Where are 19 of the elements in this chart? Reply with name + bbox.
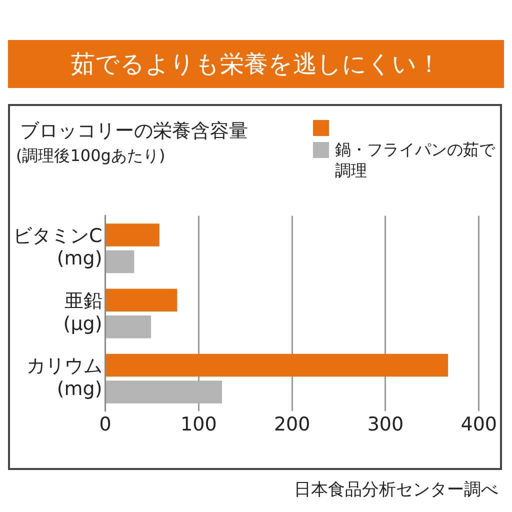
bar xyxy=(106,250,134,274)
bar xyxy=(106,354,448,377)
text: (調理後100gあたり) xyxy=(16,146,166,167)
x-tick-label: 0 xyxy=(99,414,112,436)
bar xyxy=(106,288,178,312)
y-tick-label: 亜鉛 (μg) xyxy=(63,290,102,335)
chart-subtitle: ブロッコリーの栄養含容量 xyxy=(20,119,248,144)
x-tick-label: 200 xyxy=(274,414,310,436)
x-tick-label: 400 xyxy=(460,414,497,436)
text: 日本食品分析センター調べ xyxy=(294,479,498,501)
bar xyxy=(106,316,152,338)
y-tick-label: ビタミンC (mg) xyxy=(12,224,102,270)
legend-label: 鍋・フライパンの茹で調理 xyxy=(335,140,496,182)
x-tick-label: 100 xyxy=(180,414,217,436)
bar xyxy=(106,224,160,246)
chart-title: 茹でるよりも栄養を逃しにくい！ xyxy=(8,40,504,88)
bar xyxy=(106,380,222,404)
y-tick-label: カリウム (mg) xyxy=(26,355,102,400)
x-tick-label: 300 xyxy=(367,414,404,436)
